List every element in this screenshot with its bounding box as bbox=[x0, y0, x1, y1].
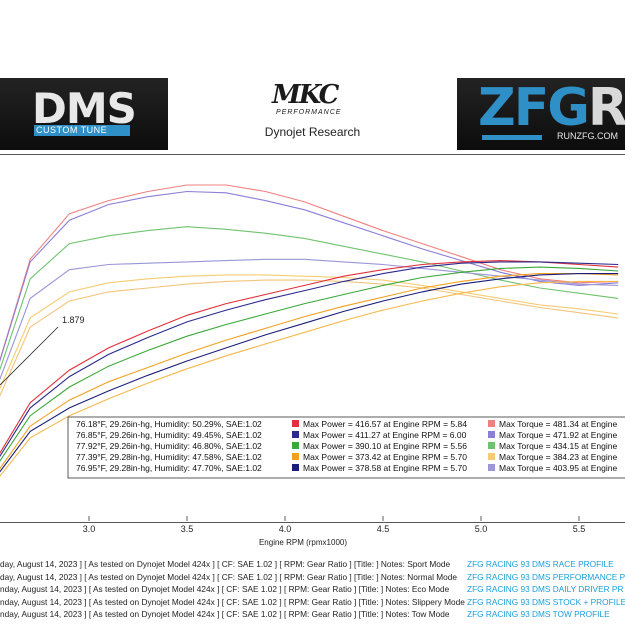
note-profile: ZFG RACING 93 DMS STOCK + PROFILE bbox=[467, 596, 625, 607]
series-line-run3-power bbox=[0, 266, 619, 462]
chart-frame bbox=[0, 154, 625, 523]
note-profile: ZFG RACING 93 DMS DAILY DRIVER PR bbox=[467, 584, 624, 594]
legend-weather: 76.85°F, 29.26in-hg, Humidity: 49.45%, S… bbox=[76, 430, 262, 440]
zfg-logo-r: R bbox=[587, 78, 625, 138]
legend-power-swatch bbox=[292, 431, 299, 438]
zfg-logo-main: ZFG bbox=[478, 78, 590, 138]
series-line-run2 bbox=[0, 190, 619, 363]
note-profile: ZFG RACING 93 DMS PERFORMANCE P bbox=[467, 571, 625, 582]
legend-torque-swatch bbox=[488, 431, 495, 438]
series-line-run6-power bbox=[0, 280, 619, 477]
legend-torque: Max Torque = 471.92 at Engine bbox=[499, 430, 617, 440]
series-line-run2-power bbox=[0, 261, 619, 458]
legend-power: Max Power = 416.57 at Engine RPM = 5.84 bbox=[303, 419, 467, 429]
x-axis-label: Engine RPM (rpmx1000) bbox=[259, 538, 347, 547]
mk-performance-sub: PERFORMANCE bbox=[276, 109, 342, 116]
annotation-label: 1.879 bbox=[62, 315, 85, 325]
series-line-run5 bbox=[0, 274, 619, 390]
legend-weather: 76.95°F, 29.28in-hg, Humidity: 47.70%, S… bbox=[76, 463, 262, 473]
note-profile: ZFG RACING 93 DMS TOW PROFILE bbox=[467, 609, 610, 619]
note-row: nday, August 14, 2023 ] [ As tested on D… bbox=[0, 596, 465, 607]
legend-box bbox=[67, 416, 625, 479]
x-axis: 3.0 3.5 4.0 4.5 5.0 5.5 Engine RPM (rpmx1000) bbox=[83, 516, 586, 547]
dms-logo-word: DMS bbox=[32, 84, 137, 133]
x-tick-label: 4.5 bbox=[377, 524, 390, 534]
legend-weather: 76.18°F, 29.26in-hg, Humidity: 50.29%, S… bbox=[76, 419, 262, 429]
x-tick-label: 4.0 bbox=[279, 524, 292, 534]
legend-torque-swatch bbox=[488, 442, 495, 449]
legend-power-swatch bbox=[292, 453, 299, 460]
series-line-run1-power bbox=[0, 260, 619, 454]
legend-power: Max Power = 378.58 at Engine RPM = 5.70 bbox=[303, 463, 467, 473]
series-line-run5-power bbox=[0, 273, 619, 473]
legend-power: Max Power = 390.10 at Engine RPM = 5.56 bbox=[303, 441, 467, 451]
legend-torque: Max Torque = 384.23 at Engine bbox=[499, 452, 617, 462]
note-row: day, August 14, 2023 ] [ As tested on Dy… bbox=[0, 571, 458, 582]
series-line-run6 bbox=[0, 279, 619, 397]
legend-power-swatch bbox=[292, 464, 299, 471]
mk-performance-logo: MKC bbox=[272, 80, 339, 110]
zfg-logo-word: ZFGR bbox=[478, 78, 625, 138]
legend-weather: 77.92°F, 29.26in-hg, Humidity: 46.80%, S… bbox=[76, 441, 262, 451]
dms-logo-bar bbox=[34, 125, 130, 136]
legend-torque: Max Torque = 403.95 at Engine bbox=[499, 463, 617, 473]
legend-torque: Max Torque = 481.34 at Engine bbox=[499, 419, 617, 429]
legend-torque-swatch bbox=[488, 453, 495, 460]
legend-power-swatch bbox=[292, 442, 299, 449]
annotation-layer: 1.879 bbox=[0, 315, 85, 386]
legend-weather: 77.39°F, 29.28in-hg, Humidity: 47.58%, S… bbox=[76, 452, 262, 462]
x-tick-label: 5.0 bbox=[475, 524, 488, 534]
chart-subtitle: Dynojet Research bbox=[264, 125, 361, 139]
legend-power-swatch bbox=[292, 420, 299, 427]
legend-torque-swatch bbox=[488, 464, 495, 471]
annotation-leader bbox=[0, 326, 59, 386]
series-line-run3 bbox=[0, 226, 619, 371]
legend-torque: Max Torque = 434.15 at Engine bbox=[499, 441, 617, 451]
legend-layer: 76.18°F, 29.26in-hg, Humidity: 50.29%, S… bbox=[67, 416, 625, 479]
x-tick-label: 3.0 bbox=[83, 524, 96, 534]
note-row: day, August 14, 2023 ] [ As tested on Dy… bbox=[0, 559, 451, 569]
legend-power: Max Power = 411.27 at Engine RPM = 6.00 bbox=[303, 430, 467, 440]
x-tick-label: 5.5 bbox=[573, 524, 586, 534]
legend-torque-swatch bbox=[488, 420, 495, 427]
series-line-run1 bbox=[0, 184, 619, 362]
series-layer bbox=[0, 184, 619, 477]
x-tick-label: 3.5 bbox=[181, 524, 194, 534]
dms-logo bbox=[0, 78, 168, 150]
note-profile: ZFG RACING 93 DMS RACE PROFILE bbox=[467, 559, 614, 569]
zfg-logo-bar bbox=[482, 135, 542, 140]
legend-power: Max Power = 373.42 at Engine RPM = 5.70 bbox=[303, 452, 467, 462]
note-row: nday, August 14, 2023 ] [ As tested on D… bbox=[0, 584, 450, 594]
zfg-logo-sub: RUNZFG.COM bbox=[557, 131, 618, 141]
note-row: nday, August 14, 2023 ] [ As tested on D… bbox=[0, 609, 450, 619]
series-line-run4-power bbox=[0, 273, 619, 470]
dms-logo-sub: CUSTOM TUNE bbox=[36, 125, 108, 135]
